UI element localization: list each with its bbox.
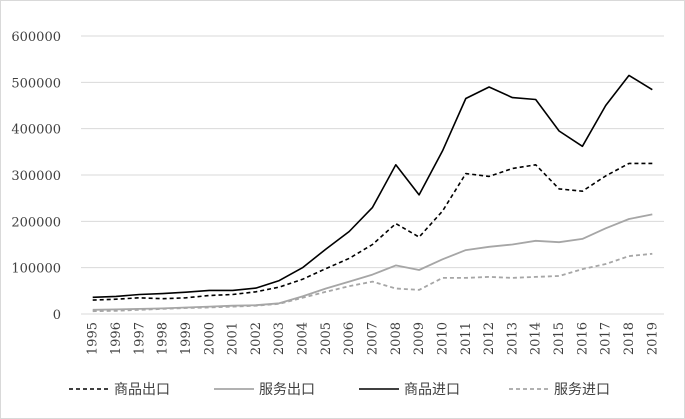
y-axis-tick-labels: 0 100000 200000 300000 400000 500000 600000 [11, 30, 61, 323]
series-line-2 [92, 213, 653, 311]
y-tick-label: 100000 [11, 262, 61, 277]
series-line-1 [92, 162, 653, 301]
y-tick-label: 400000 [11, 123, 61, 138]
series-line-3 [92, 74, 653, 299]
y-tick-label: 200000 [11, 215, 61, 230]
y-tick-label: 300000 [11, 169, 61, 184]
y-tick-label: 0 [53, 308, 61, 323]
x-tick-label: 1998 [156, 322, 171, 355]
x-tick-label: 2012 [482, 322, 497, 355]
x-tick-label: 2008 [389, 322, 404, 355]
legend-item: 服务出口 [214, 382, 315, 398]
x-tick-label: 2007 [366, 322, 381, 355]
x-tick-label: 2017 [599, 322, 614, 355]
x-tick-label: 2019 [645, 322, 660, 355]
x-tick-label: 1995 [86, 322, 101, 355]
gridlines [81, 35, 664, 269]
series-lines [92, 74, 653, 313]
x-axis-tick-labels: 1995 1996 1997 1998 1999 2000 2001 2002 2003 2004… [86, 322, 661, 355]
x-tick-label: 2010 [435, 322, 450, 355]
y-tick-label: 500000 [11, 76, 61, 91]
legend-item: 服务进口 [509, 382, 610, 398]
legend-label: 商品进口 [404, 382, 460, 398]
x-tick-label: 2000 [202, 322, 217, 355]
legend-item: 商品进口 [359, 382, 460, 398]
y-tick-label: 600000 [11, 30, 61, 45]
series-line-4 [92, 252, 653, 313]
legend-label: 服务出口 [259, 382, 315, 398]
x-tick-label: 2011 [459, 322, 474, 355]
x-tick-label: 2001 [226, 322, 241, 355]
x-tick-label: 2003 [272, 322, 287, 355]
x-tick-label: 1997 [132, 322, 147, 355]
legend-label: 服务进口 [554, 382, 610, 398]
x-tick-label: 2013 [505, 322, 520, 355]
x-tick-label: 1999 [179, 322, 194, 355]
legend-item: 商品出口 [69, 382, 170, 398]
x-tick-label: 2002 [249, 322, 264, 355]
x-tick-label: 2006 [342, 322, 357, 355]
legend-label: 商品出口 [114, 382, 170, 398]
x-tick-label: 2016 [575, 322, 590, 355]
x-tick-label: 2018 [622, 322, 637, 355]
x-tick-label: 2005 [319, 322, 334, 355]
legend: 商品出口 服务出口 商品进口 服务进口 [69, 382, 610, 398]
x-tick-label: 2014 [529, 322, 544, 355]
x-tick-label: 2015 [552, 322, 567, 355]
x-tick-label: 2009 [412, 322, 427, 355]
x-tick-label: 2004 [296, 322, 311, 355]
x-tick-label: 1996 [109, 322, 124, 355]
